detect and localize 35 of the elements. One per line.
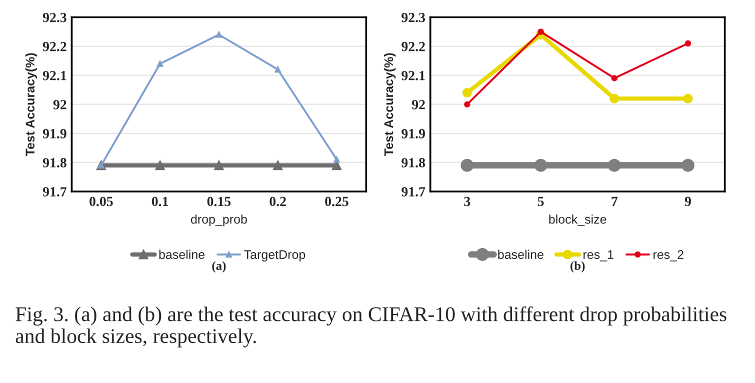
y-axis-title: Test Accuracy(%) — [25, 53, 38, 156]
y-tick-label: 91.7 — [402, 187, 426, 197]
y-tick-label: 91.8 — [42, 158, 66, 168]
y-tick-label: 91.9 — [402, 129, 425, 138]
y-tick-label: 92.2 — [42, 42, 66, 52]
x-tick-label: 5 — [538, 196, 544, 206]
x-tick-label: 9 — [684, 196, 691, 206]
legend-label: TargetDrop — [244, 250, 306, 262]
x-axis-title: block_size — [549, 214, 606, 226]
x-tick-label: 0.25 — [325, 196, 348, 206]
y-axis-title: Test Accuracy(%) — [384, 53, 396, 156]
y-tick-label: 92.1 — [42, 70, 66, 80]
caption: Fig. 3. (a) and (b) are the test accuracy on CIFAR-10 with different drop probabilities and block sizes, respectively. — [16, 306, 726, 348]
x-tick-label: 0.1 — [152, 196, 168, 206]
text: (b) — [570, 261, 585, 273]
text: (a) — [212, 261, 226, 273]
x-tick-label: 7 — [612, 196, 618, 206]
y-tick-label: 92.3 — [42, 12, 66, 22]
x-tick-label: 0.2 — [270, 196, 286, 206]
y-tick-label: 92.3 — [402, 12, 426, 22]
y-tick-label: 91.8 — [402, 158, 426, 168]
x-tick-label: 0.15 — [207, 196, 231, 206]
y-tick-label: 92.2 — [402, 42, 425, 52]
legend-label: res_1 — [584, 250, 614, 262]
y-tick-label: 92 — [53, 100, 66, 110]
legend-label: res_2 — [654, 250, 684, 262]
x-axis-title: drop_prob — [190, 214, 247, 226]
y-tick-label: 91.7 — [42, 187, 67, 197]
legend-label: baseline — [498, 250, 544, 259]
y-tick-label: 92 — [412, 100, 425, 110]
y-tick-label: 92.1 — [402, 70, 425, 80]
x-tick-label: 3 — [464, 196, 470, 206]
x-tick-label: 0.05 — [90, 196, 113, 206]
y-tick-label: 91.9 — [42, 129, 66, 138]
legend-label: baseline — [159, 250, 205, 259]
